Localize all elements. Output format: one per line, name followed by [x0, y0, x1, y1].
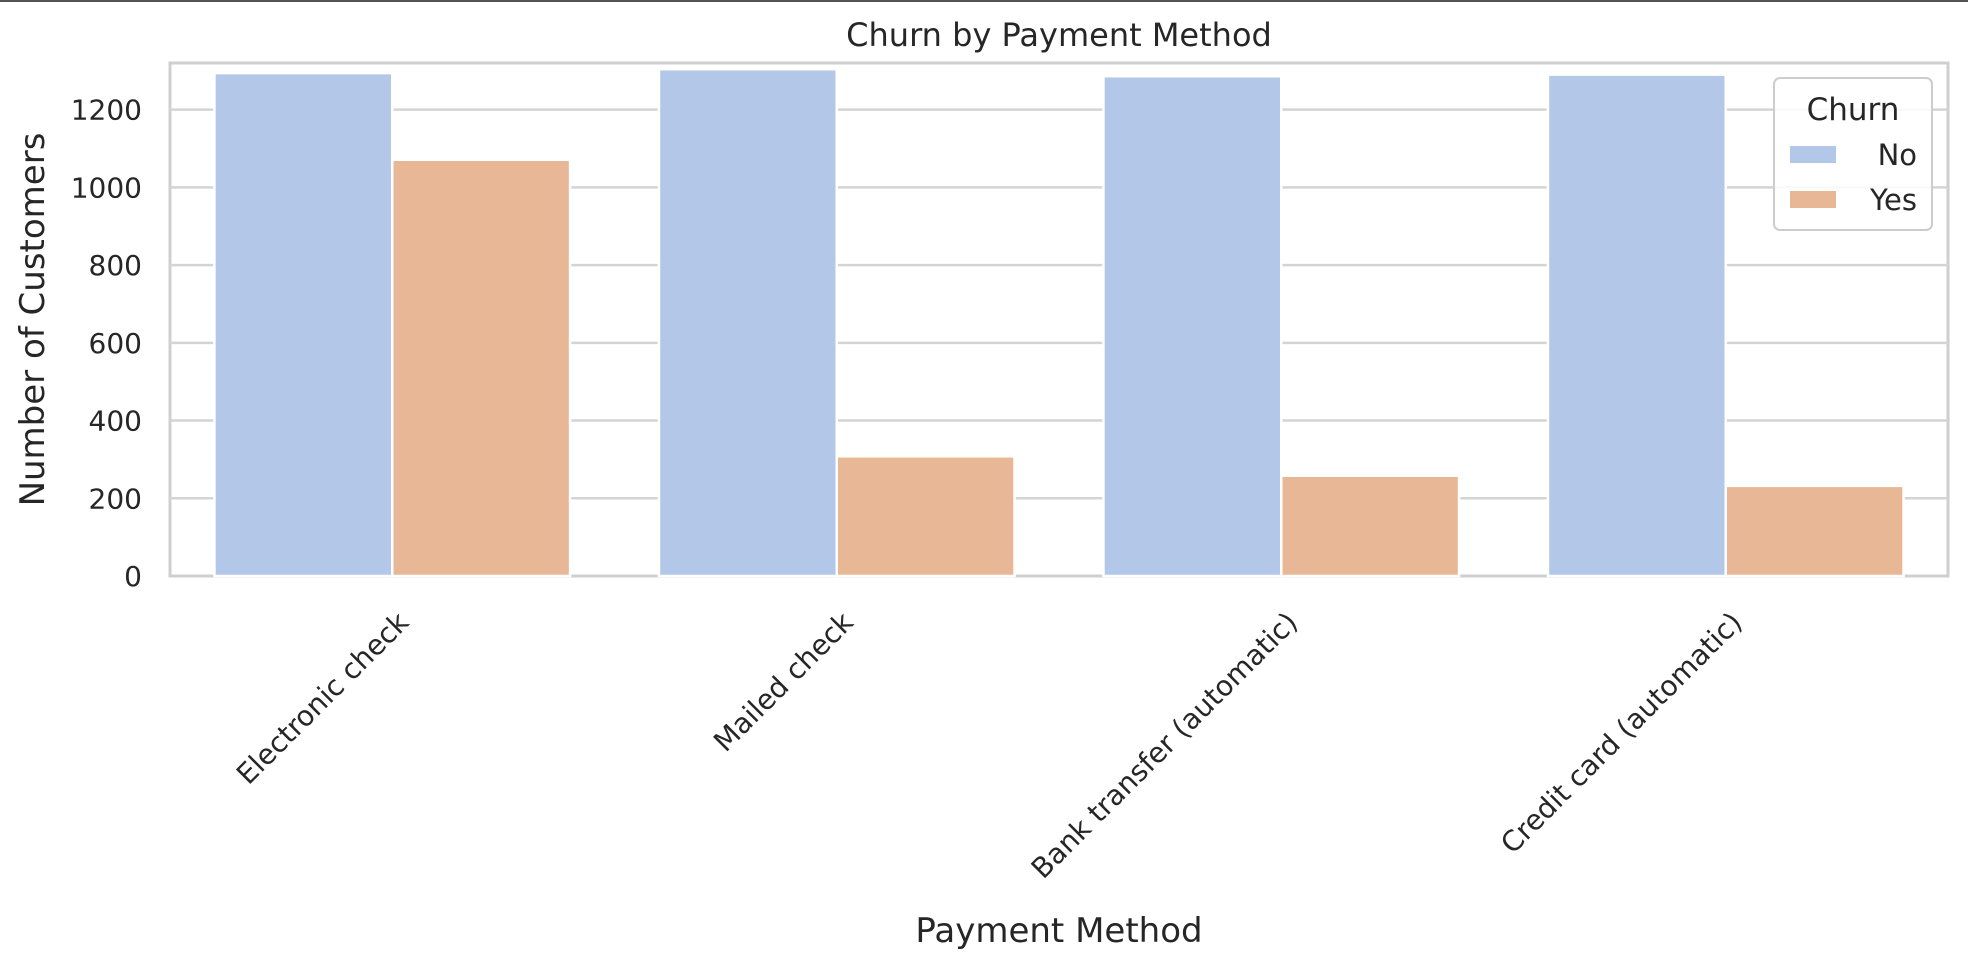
x-tick-label: Mailed check	[707, 605, 860, 758]
legend-swatch-no	[1790, 146, 1836, 163]
y-tick-labels: 0 200 400 600 800 1000 1200	[71, 94, 142, 593]
legend-label-yes: Yes	[1869, 183, 1917, 217]
bars-group	[213, 67, 1905, 578]
bar-yes	[835, 455, 1016, 578]
y-tick-label: 1200	[71, 94, 142, 127]
bar-no	[1546, 73, 1727, 578]
y-tick-label: 600	[89, 327, 142, 360]
legend: Churn No Yes	[1773, 77, 1933, 231]
legend-swatch-yes	[1790, 191, 1836, 208]
y-tick-label: 0	[124, 560, 142, 593]
bar-yes	[1280, 474, 1461, 578]
bar-no	[213, 71, 394, 578]
legend-title: Churn	[1807, 92, 1900, 128]
y-tick-label: 800	[89, 249, 142, 282]
x-tick-label: Electronic check	[230, 605, 416, 791]
bar-yes	[391, 158, 572, 578]
top-border-rule	[0, 0, 1968, 2]
y-tick-label: 200	[89, 482, 142, 515]
x-tick-labels: Electronic check Mailed check Bank transfe…	[230, 605, 1749, 885]
bar-no	[1102, 74, 1283, 578]
bar-yes	[1724, 484, 1905, 578]
y-tick-label: 1000	[71, 171, 142, 204]
bar-no	[657, 67, 839, 578]
legend-label-no: No	[1878, 138, 1917, 172]
x-axis-label: Payment Method	[915, 911, 1202, 951]
chart-title: Churn by Payment Method	[846, 16, 1272, 54]
y-tick-label: 400	[89, 405, 142, 438]
x-tick-label: Credit card (automatic)	[1494, 606, 1748, 860]
x-tick-label: Bank transfer (automatic)	[1025, 606, 1304, 885]
y-axis-label: Number of Customers	[13, 133, 53, 507]
